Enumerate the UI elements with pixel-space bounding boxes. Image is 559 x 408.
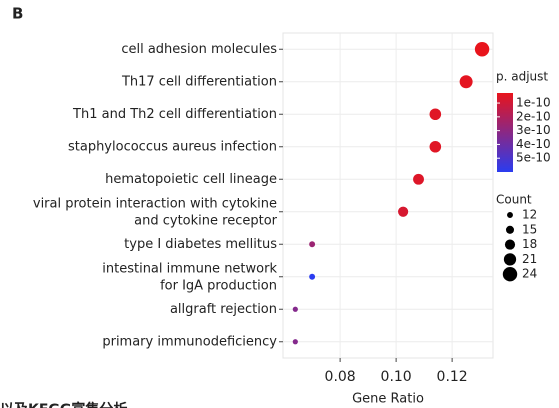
dot <box>413 173 424 185</box>
size-key <box>503 253 517 266</box>
y-tick-label: Th17 cell differentiation <box>121 74 277 89</box>
y-tick-label: type I diabetes mellitus <box>124 237 277 252</box>
y-tick-label: cell adhesion molecules <box>121 42 277 57</box>
size-label: 21 <box>522 252 537 266</box>
dot <box>429 108 442 121</box>
x-axis-label: Gene Ratio <box>352 392 424 407</box>
color-tick-label: 3e-10 <box>516 123 551 137</box>
color-tick-label: 2e-10 <box>516 109 551 123</box>
x-tick-label: 0.08 <box>325 369 356 385</box>
size-label: 12 <box>522 208 537 222</box>
color-bar <box>497 93 513 172</box>
size-label: 18 <box>522 237 537 251</box>
size-key <box>504 239 516 250</box>
legend-title: Count <box>496 193 532 207</box>
dot <box>309 273 316 280</box>
plot-panel <box>282 32 494 359</box>
panel-label: B <box>12 5 23 23</box>
color-tick-label: 1e-10 <box>516 96 551 110</box>
dot <box>474 42 490 57</box>
color-tick-label: 5e-10 <box>516 151 551 165</box>
size-key <box>505 225 515 234</box>
y-tick-label: viral protein interaction with cytokine a… <box>33 196 278 228</box>
y-tick-label: allgraft rejection <box>170 302 277 317</box>
dot <box>309 241 316 248</box>
y-tick-label: intestinal immune network for IgA product… <box>102 261 277 293</box>
x-tick-label: 0.10 <box>381 369 412 385</box>
dot <box>429 140 442 153</box>
y-tick-label: Th1 and Th2 cell differentiation <box>72 107 277 122</box>
y-tick-label: staphylococcus aureus infection <box>68 139 277 154</box>
y-tick-label: primary immunodeficiency <box>102 334 277 349</box>
color-tick-label: 4e-10 <box>516 137 551 151</box>
x-tick-label: 0.12 <box>437 369 468 385</box>
size-key <box>502 267 518 282</box>
size-label: 15 <box>522 222 537 236</box>
y-tick-label: hematopoietic cell lineage <box>105 172 277 187</box>
dot <box>398 206 409 217</box>
dot <box>459 75 473 89</box>
dot <box>292 306 298 312</box>
dot <box>292 339 298 345</box>
size-key <box>507 212 513 218</box>
size-label: 24 <box>522 267 537 281</box>
legend-title: p. adjust <box>496 70 548 84</box>
footer: 以及KEGG富集分析 <box>0 401 127 408</box>
